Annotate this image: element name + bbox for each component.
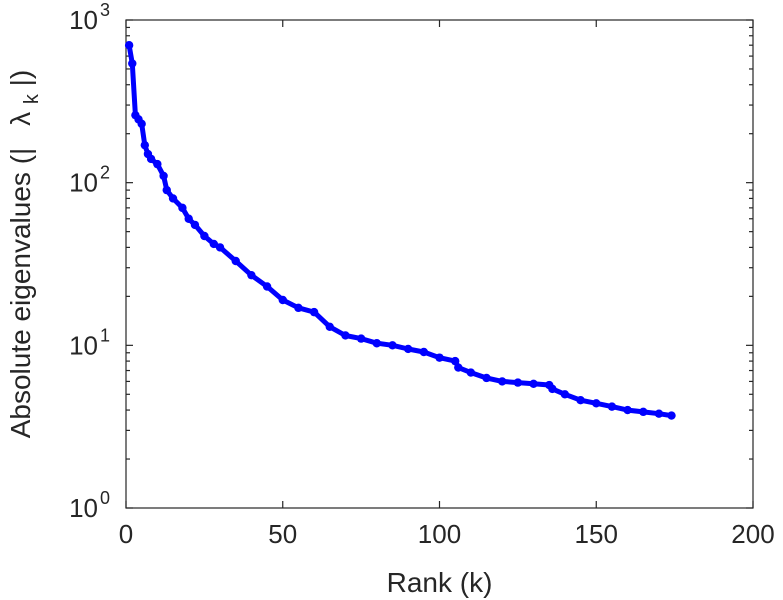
data-point [159, 171, 168, 181]
y-tick-label: 10 [69, 5, 98, 35]
data-point [667, 411, 676, 420]
data-point [200, 231, 209, 241]
data-point [372, 339, 381, 348]
data-point [435, 353, 444, 362]
data-point [529, 379, 538, 389]
data-point [325, 322, 334, 331]
y-tick-label: 10 [69, 168, 98, 198]
data-point [247, 270, 256, 280]
x-tick-label: 100 [418, 519, 461, 549]
data-point [146, 154, 156, 164]
data-point [140, 140, 150, 150]
data-point [639, 407, 648, 417]
y-tick-label: 10 [69, 493, 98, 523]
y-tick-label-exponent: 3 [100, 0, 110, 20]
data-point [560, 390, 570, 399]
data-point [168, 194, 178, 203]
y-axis-label-suffix: |) [5, 70, 36, 87]
y-axis-label-lambda: λ [5, 112, 36, 126]
data-point [124, 40, 134, 50]
data-point [450, 356, 460, 366]
data-point [153, 159, 162, 169]
data-point [356, 334, 366, 343]
data-point [466, 368, 476, 377]
plot-frame [125, 19, 754, 509]
data-point [215, 243, 225, 252]
x-tick-label: 0 [119, 519, 133, 549]
data-point [137, 119, 146, 129]
data-point [262, 282, 272, 291]
data-point [341, 331, 350, 340]
data-point [294, 303, 303, 313]
data-point [309, 307, 319, 317]
y-axis-label: Absolute eigenvalues (| λ k |) [5, 70, 44, 439]
y-tick-label-exponent: 1 [100, 325, 110, 345]
data-point [388, 341, 397, 350]
series-layer [124, 40, 676, 420]
y-axis-label-subscript: k [21, 93, 43, 104]
data-point [548, 384, 557, 394]
data-point [231, 256, 240, 266]
data-point [209, 239, 218, 249]
series-line [126, 42, 674, 419]
data-point [403, 344, 413, 354]
y-axis-label-prefix: Absolute eigenvalues (| [5, 148, 36, 439]
data-point [623, 405, 632, 415]
x-tick-label: 50 [268, 519, 297, 549]
data-point [592, 399, 601, 408]
data-point [513, 378, 523, 387]
data-point [498, 377, 507, 386]
y-tick-label-exponent: 2 [100, 163, 110, 183]
plot-box [125, 19, 754, 509]
y-tick-label-exponent: 0 [100, 488, 110, 508]
x-axis-ticks: 0 50 100 150 200 [119, 20, 775, 549]
x-tick-label: 150 [575, 519, 618, 549]
y-tick-label: 10 [69, 330, 98, 360]
data-point [190, 220, 200, 230]
data-point [162, 185, 171, 195]
data-point [482, 373, 491, 383]
data-point [128, 59, 137, 68]
data-point [607, 402, 617, 411]
data-point [654, 409, 664, 418]
data-point [576, 395, 585, 405]
data-point [178, 203, 187, 213]
x-axis-label: Rank (k) [387, 567, 493, 598]
data-point [419, 347, 429, 357]
data-point [184, 214, 193, 223]
data-point [278, 295, 287, 305]
x-tick-label: 200 [731, 519, 774, 549]
data-point [454, 363, 463, 372]
